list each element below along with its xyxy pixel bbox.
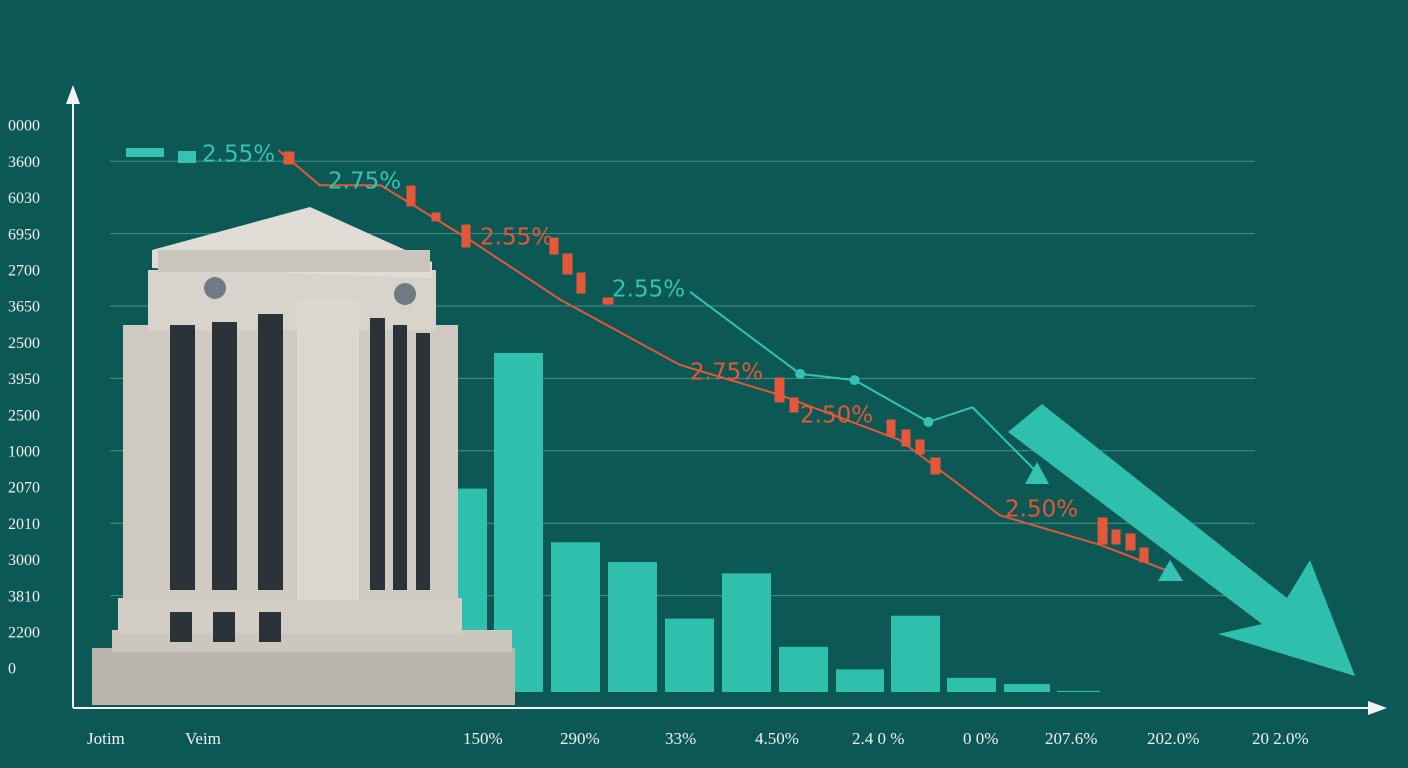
y-tick-label: 2010 [8, 516, 40, 533]
x-tick-label: 150% [463, 729, 503, 748]
bar [1057, 690, 1100, 692]
line [689, 291, 1036, 471]
y-tick-label: 6950 [8, 226, 40, 243]
x-tick-label: 202.0% [1147, 729, 1199, 748]
legend-swatches [126, 148, 1183, 581]
y-tick-label: 3950 [8, 371, 40, 388]
x-tick-label: 2.4 0 % [852, 729, 904, 748]
y-tick-label: 2200 [8, 624, 40, 641]
annotation: 2.75% [328, 169, 401, 195]
annotation: 2.55% [612, 277, 685, 303]
bar [947, 677, 996, 692]
bar [551, 542, 600, 692]
y-tick-label: 3650 [8, 299, 40, 316]
annotation: 2.55% [202, 142, 275, 168]
bar [836, 669, 884, 692]
annotation: 2.50% [800, 403, 873, 429]
x-tick-label: 20 2.0% [1252, 729, 1309, 748]
annotation: 2.75% [690, 360, 763, 386]
x-tick-label: Jotim [87, 729, 125, 748]
y-tick-label: 6030 [8, 190, 40, 207]
y-tick-label: 2070 [8, 480, 40, 497]
annotation: 2.50% [1005, 497, 1078, 523]
y-tick-label: 0000 [8, 118, 40, 135]
bar [779, 646, 828, 692]
point [849, 375, 860, 386]
bar [665, 618, 714, 692]
x-tick-label: 290% [560, 729, 600, 748]
y-tick-label: 0 [8, 661, 16, 678]
x-tick-label: 4.50% [755, 729, 799, 748]
building [92, 207, 515, 705]
x-tick-label: 33% [665, 729, 696, 748]
bar [1004, 684, 1050, 692]
bar [722, 573, 771, 692]
y-tick-label: 1000 [8, 443, 40, 460]
x-tick-label: Veim [185, 729, 221, 748]
bar [608, 562, 657, 692]
y-tick-label: 3600 [8, 154, 40, 171]
annotation: 2.55% [480, 225, 553, 251]
bar [891, 615, 940, 692]
axes [66, 85, 1387, 715]
y-tick-label: 3000 [8, 552, 40, 569]
lines [277, 149, 1166, 571]
y-tick-label: 2700 [8, 262, 40, 279]
point [795, 368, 806, 379]
line [277, 149, 1166, 571]
y-tick-label: 2500 [8, 407, 40, 424]
point [923, 416, 934, 427]
labels: 0000 3600 6030 6950 2700 3650 2500 3950 2500 1000… [8, 118, 1309, 748]
trend-arrow [1008, 404, 1355, 676]
x-tick-label: 0 0% [963, 729, 998, 748]
x-tick-label: 207.6% [1045, 729, 1097, 748]
y-tick-label: 2500 [8, 335, 40, 352]
y-tick-label: 3810 [8, 588, 40, 605]
